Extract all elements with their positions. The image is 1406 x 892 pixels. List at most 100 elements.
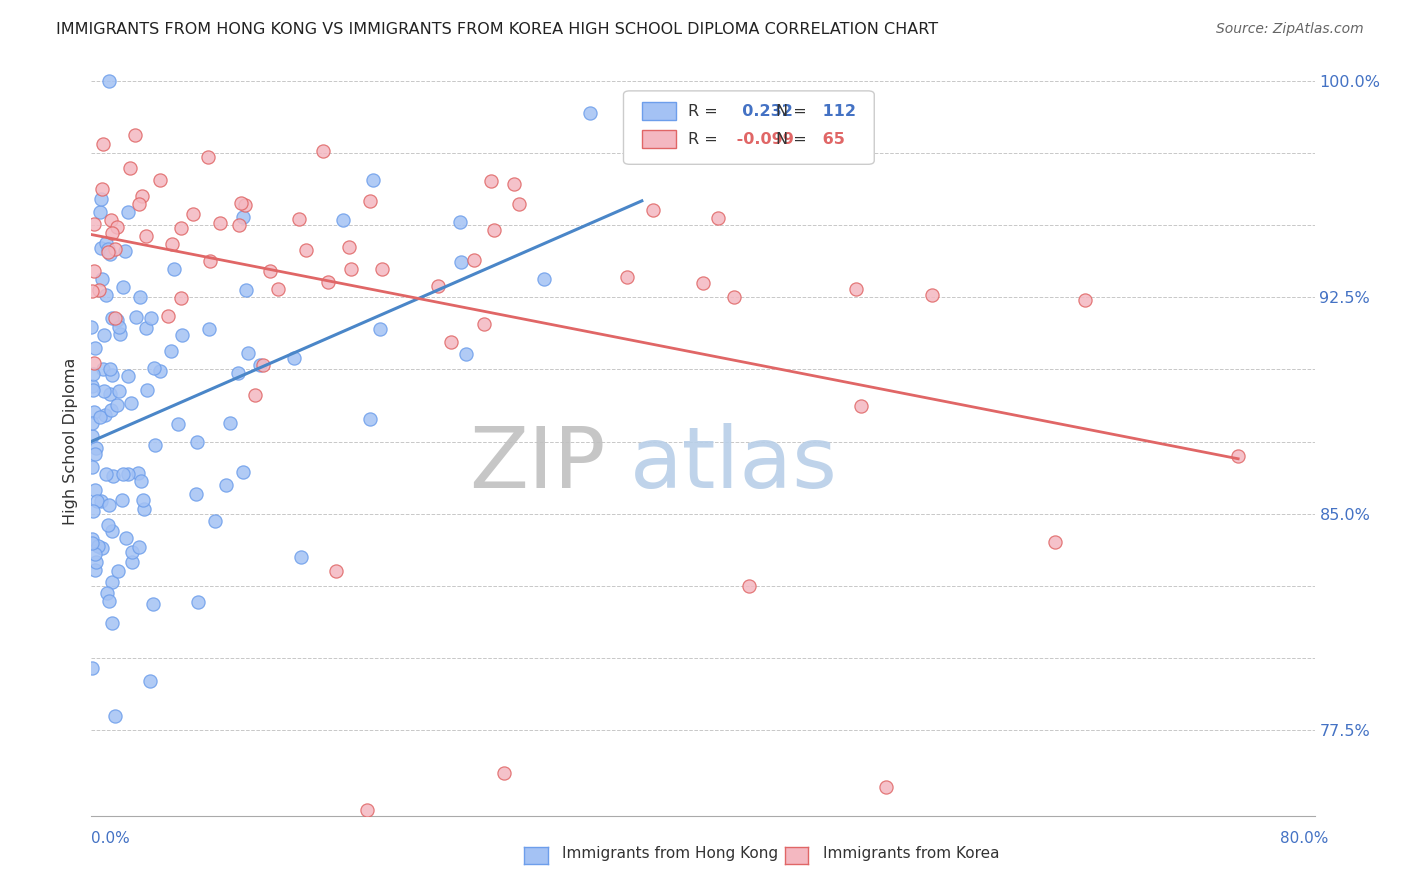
Point	[163, 262, 186, 277]
Point	[90, 241, 112, 255]
Point	[96, 244, 118, 259]
Point	[101, 524, 124, 538]
Point	[111, 493, 134, 508]
Point	[197, 150, 219, 164]
Text: R =: R =	[689, 104, 718, 120]
Point	[267, 282, 290, 296]
Point	[128, 290, 150, 304]
Point	[139, 673, 162, 688]
Point	[337, 239, 360, 253]
Point	[139, 311, 162, 326]
Text: Immigrants from Korea: Immigrants from Korea	[823, 847, 1000, 861]
Point	[692, 276, 714, 290]
Point	[226, 366, 249, 380]
Point	[186, 434, 208, 449]
Point	[356, 804, 378, 818]
Point	[87, 539, 110, 553]
Point	[156, 309, 179, 323]
Point	[129, 475, 152, 489]
Point	[97, 518, 120, 533]
Point	[83, 217, 105, 231]
Point	[508, 196, 530, 211]
Point	[82, 378, 104, 392]
Point	[849, 399, 872, 413]
Point	[118, 161, 141, 175]
Point	[479, 174, 502, 188]
Point	[104, 310, 127, 325]
Point	[97, 242, 120, 256]
Point	[100, 227, 122, 241]
Text: 0.0%: 0.0%	[91, 831, 131, 846]
Point	[98, 247, 121, 261]
Point	[235, 198, 257, 212]
Point	[104, 242, 127, 256]
Point	[103, 469, 125, 483]
Point	[454, 347, 477, 361]
FancyBboxPatch shape	[643, 102, 676, 120]
Point	[117, 205, 139, 219]
Point	[641, 203, 664, 218]
Point	[107, 220, 129, 235]
Point	[83, 341, 105, 355]
Point	[115, 531, 138, 545]
Point	[232, 211, 254, 225]
Point	[83, 404, 105, 418]
Point	[921, 287, 943, 301]
Point	[243, 388, 266, 402]
Point	[121, 555, 143, 569]
Point	[83, 483, 105, 498]
Point	[98, 387, 121, 401]
Point	[1227, 449, 1250, 463]
Point	[82, 504, 104, 518]
Point	[100, 403, 122, 417]
Point	[90, 541, 112, 556]
Point	[160, 343, 183, 358]
Text: Source: ZipAtlas.com: Source: ZipAtlas.com	[1216, 22, 1364, 37]
Point	[440, 335, 463, 350]
Point	[91, 137, 114, 152]
Point	[283, 351, 305, 365]
Point	[361, 173, 384, 187]
Point	[82, 533, 104, 547]
Point	[127, 466, 149, 480]
Point	[96, 287, 118, 301]
Point	[105, 313, 128, 327]
Point	[120, 396, 142, 410]
Point	[197, 322, 219, 336]
Text: N =: N =	[776, 104, 807, 120]
Text: N =: N =	[776, 132, 807, 147]
Point	[124, 128, 146, 143]
Point	[97, 499, 120, 513]
Point	[91, 272, 114, 286]
Point	[83, 356, 105, 370]
Point	[162, 237, 184, 252]
Point	[100, 213, 122, 227]
Point	[111, 280, 134, 294]
Point	[91, 361, 114, 376]
Point	[170, 221, 193, 235]
Point	[135, 320, 157, 334]
Point	[368, 322, 391, 336]
Point	[738, 579, 761, 593]
Point	[316, 276, 339, 290]
Text: 65: 65	[817, 132, 845, 147]
Point	[80, 460, 103, 475]
Point	[149, 173, 172, 187]
Point	[135, 229, 157, 244]
Point	[82, 416, 104, 430]
Point	[332, 212, 354, 227]
Point	[252, 358, 274, 372]
Point	[101, 311, 124, 326]
Point	[108, 384, 131, 398]
Point	[287, 212, 309, 227]
Point	[236, 346, 259, 360]
Point	[97, 74, 120, 88]
Text: IMMIGRANTS FROM HONG KONG VS IMMIGRANTS FROM KOREA HIGH SCHOOL DIPLOMA CORRELATI: IMMIGRANTS FROM HONG KONG VS IMMIGRANTS …	[56, 22, 938, 37]
Point	[142, 597, 165, 611]
Point	[340, 261, 363, 276]
Point	[218, 417, 240, 431]
Point	[97, 593, 120, 607]
Text: 80.0%: 80.0%	[1281, 831, 1329, 846]
Point	[208, 215, 231, 229]
Point	[198, 254, 221, 268]
